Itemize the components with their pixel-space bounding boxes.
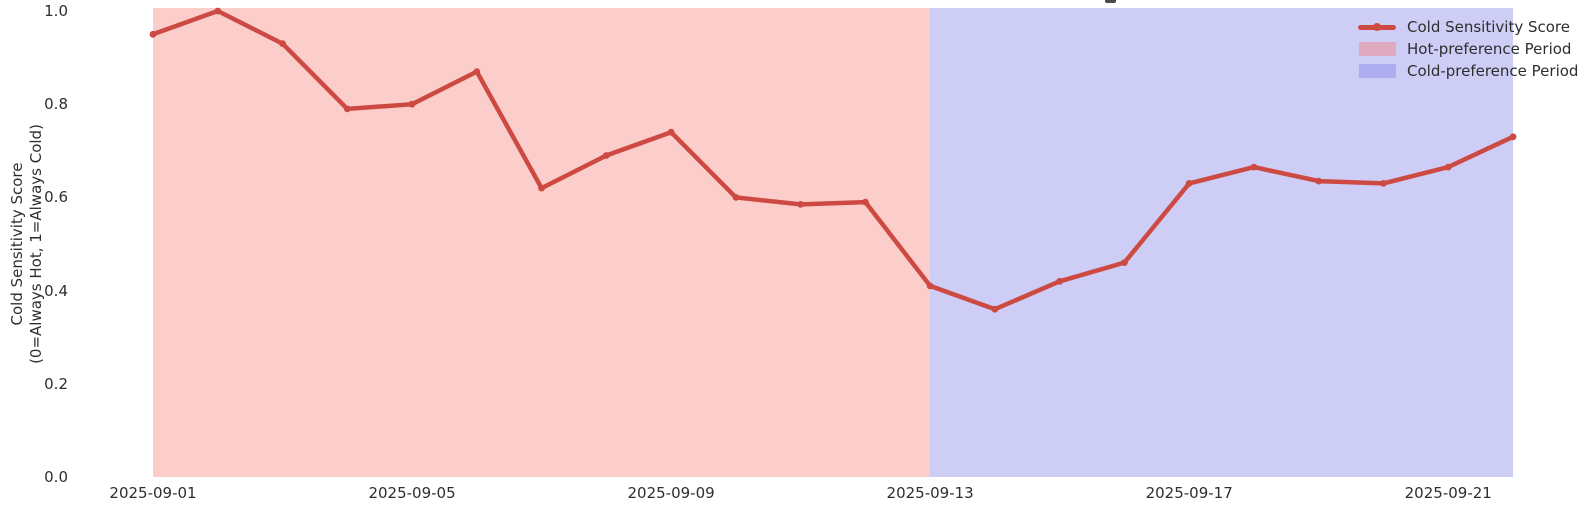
data-point-marker: [732, 194, 740, 201]
legend-patch-swatch: [1358, 64, 1396, 78]
data-point-marker: [1380, 180, 1387, 187]
data-point-marker: [1444, 163, 1452, 171]
y-tick-label: 0.4: [44, 281, 68, 300]
legend: Cold Sensitivity Score Hot-preference Per…: [1358, 16, 1578, 82]
data-point-marker: [797, 201, 804, 208]
x-tick-label: 2025-09-01: [109, 484, 197, 502]
legend-label: Cold-preference Period: [1407, 62, 1579, 80]
legend-color-patch: [1358, 42, 1396, 56]
data-point-marker: [926, 282, 934, 290]
x-tick-label: 2025-09-13: [886, 484, 974, 502]
x-tick-label: 2025-09-05: [368, 484, 456, 502]
legend-marker-dot: [1373, 23, 1381, 31]
data-point-marker: [1250, 163, 1258, 171]
y-tick-label: 0.6: [44, 188, 68, 207]
legend-label: Hot-preference Period: [1407, 40, 1572, 58]
x-tick-label: 2025-09-09: [627, 484, 715, 502]
data-point-marker: [1056, 277, 1064, 285]
y-axis-label-line2: (0=Always Hot, 1=Always Cold): [27, 124, 45, 364]
cropped-title-artifact: [1105, 0, 1116, 3]
y-tick-label: 0.8: [44, 95, 68, 114]
legend-line-swatch: [1358, 23, 1396, 31]
data-point-marker: [862, 198, 869, 206]
data-point-marker: [343, 105, 351, 113]
data-point-marker: [1509, 133, 1517, 141]
y-axis-label: Cold Sensitivity Score (0=Always Hot, 1=…: [8, 14, 46, 474]
legend-label: Cold Sensitivity Score: [1407, 18, 1570, 36]
legend-item-hot-preference-period: Hot-preference Period: [1358, 38, 1578, 60]
legend-color-patch: [1358, 64, 1396, 78]
y-tick-label: 1.0: [44, 2, 68, 20]
data-point-marker: [279, 40, 286, 47]
data-point-marker: [602, 152, 610, 159]
hot-preference-period-span: [153, 8, 931, 477]
x-tick-label: 2025-09-17: [1145, 484, 1233, 502]
data-point-marker: [1121, 259, 1128, 266]
data-point-marker: [667, 128, 675, 136]
cold-sensitivity-line: [150, 8, 1516, 312]
legend-line-sample: [1358, 23, 1396, 31]
legend-item-cold-sensitivity-score: Cold Sensitivity Score: [1358, 16, 1578, 38]
data-point-marker: [538, 184, 545, 192]
data-point-marker: [473, 68, 481, 75]
legend-patch-swatch: [1358, 42, 1396, 56]
y-tick-label: 0.2: [44, 374, 68, 393]
x-tick-label: 2025-09-21: [1404, 484, 1492, 502]
legend-item-cold-preference-period: Cold-preference Period: [1358, 60, 1578, 82]
y-tick-label: 0.0: [44, 468, 68, 486]
data-point-marker: [149, 30, 157, 38]
cold-preference-period-span: [930, 8, 1513, 477]
data-point-marker: [214, 7, 222, 15]
data-point-marker: [991, 305, 999, 313]
y-axis-label-line1: Cold Sensitivity Score: [8, 162, 26, 326]
data-point-marker: [1315, 177, 1323, 185]
data-point-marker: [1185, 180, 1193, 187]
data-point-marker: [408, 100, 416, 108]
